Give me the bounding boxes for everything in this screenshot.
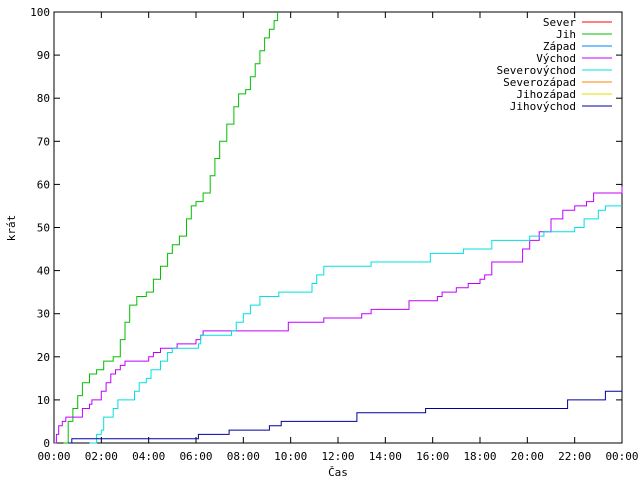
legend-label: Západ [543,40,576,53]
y-axis: 0 10 20 30 40 50 60 70 80 90 100 [30,6,622,450]
y-tick-label: 80 [37,92,50,105]
y-tick-label: 10 [37,394,50,407]
x-tick-label: 08:00 [227,450,260,463]
y-tick-label: 50 [37,222,50,235]
y-tick-label: 40 [37,265,50,278]
legend-label: Jihovýchod [510,100,576,113]
series-line-Jihovýchod [68,390,622,444]
series-line-Severovýchod [89,205,622,444]
x-tick-label: 00:00 [605,450,638,463]
y-tick-label: 20 [37,351,50,364]
legend-label: Jih [556,28,576,41]
legend: SeverJihZápadVýchodSeverovýchodSeverozáp… [497,16,612,113]
legend-label: Severozápad [503,76,576,89]
series-line-Východ [54,186,623,444]
y-tick-label: 0 [43,437,50,450]
x-tick-label: 14:00 [369,450,402,463]
x-tick-label: 18:00 [463,450,496,463]
legend-label: Severovýchod [497,64,576,77]
x-tick-label: 04:00 [132,450,165,463]
x-axis-label: Čas [328,466,348,479]
x-tick-label: 22:00 [558,450,591,463]
y-axis-label: krát [5,215,18,242]
y-tick-label: 100 [30,6,50,19]
x-axis: 00:00 02:00 04:00 06:00 08:00 10:00 12:00 14:00… [37,12,639,463]
x-tick-label: 06:00 [179,450,212,463]
y-tick-label: 70 [37,135,50,148]
legend-label: Jihozápad [516,88,576,101]
x-tick-label: 20:00 [511,450,544,463]
y-tick-label: 90 [37,49,50,62]
legend-label: Východ [536,52,576,65]
x-tick-label: 02:00 [85,450,118,463]
y-tick-label: 30 [37,308,50,321]
x-tick-label: 10:00 [274,450,307,463]
series-line-Jih [63,12,279,444]
x-tick-label: 16:00 [416,450,449,463]
legend-label: Sever [543,16,576,29]
x-tick-label: 12:00 [321,450,354,463]
series-lines [54,12,623,444]
y-tick-label: 60 [37,178,50,191]
x-tick-label: 00:00 [37,450,70,463]
